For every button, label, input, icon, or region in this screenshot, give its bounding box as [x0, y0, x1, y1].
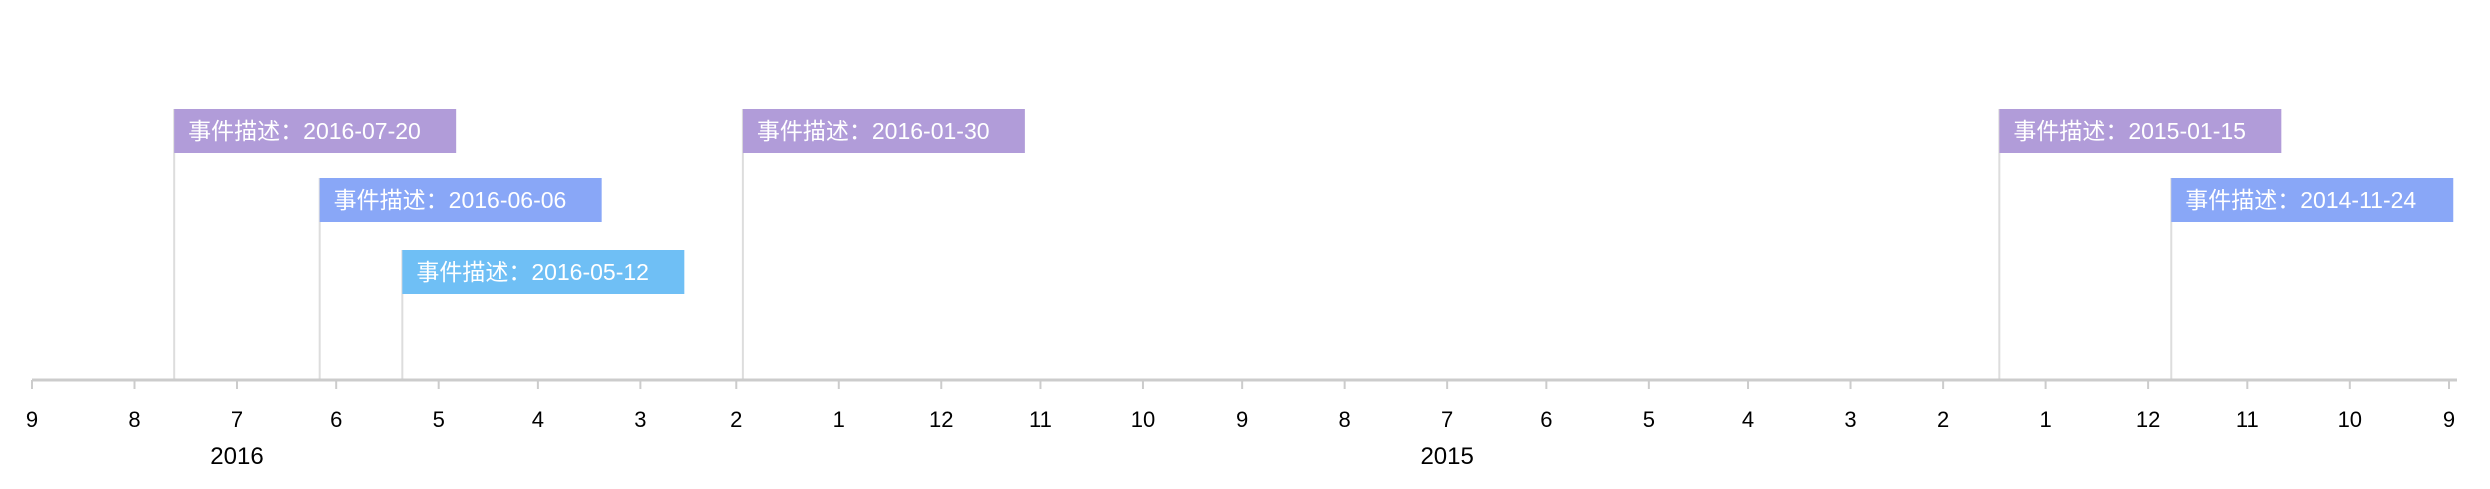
event-marker[interactable]: 事件描述：2016-05-12	[402, 250, 685, 294]
month-tick-label: 6	[1540, 407, 1552, 432]
month-tick-label: 9	[2443, 407, 2455, 432]
event-label: 事件描述：2016-05-12	[416, 259, 649, 285]
event-label-box	[742, 109, 1025, 153]
event-label-box	[174, 109, 457, 153]
month-tick-label: 5	[433, 407, 445, 432]
month-tick-label: 3	[634, 407, 646, 432]
event-marker[interactable]: 事件描述：2014-11-24	[2171, 178, 2454, 222]
year-label: 2015	[1420, 443, 1473, 470]
month-tick-label: 2	[1937, 407, 1949, 432]
month-tick-label: 5	[1643, 407, 1655, 432]
month-tick-label: 3	[1844, 407, 1856, 432]
month-tick-label: 11	[1029, 407, 1052, 432]
month-tick-label: 10	[1131, 407, 1155, 432]
event-label-box	[402, 250, 685, 294]
month-tick-label: 4	[532, 407, 544, 432]
month-tick-label: 7	[231, 407, 243, 432]
month-tick-label: 1	[2039, 407, 2051, 432]
event-label: 事件描述：2015-01-15	[2013, 118, 2246, 144]
event-connectors	[173, 109, 2173, 380]
month-tick-label: 8	[1339, 407, 1351, 432]
event-marker[interactable]: 事件描述：2016-01-30	[742, 109, 1025, 153]
event-markers: 事件描述：2016-07-20 事件描述：2016-06-06 事件描述：2016-…	[174, 109, 2454, 294]
event-label: 事件描述：2016-06-06	[334, 187, 567, 213]
month-tick-label: 11	[2236, 407, 2259, 432]
event-label-box	[2171, 178, 2454, 222]
event-marker[interactable]: 事件描述：2016-06-06	[319, 178, 602, 222]
year-label: 2016	[210, 443, 263, 470]
event-label: 事件描述：2014-11-24	[2185, 187, 2416, 213]
month-tick-label: 7	[1441, 407, 1453, 432]
time-axis: 9 8 7 6 5 4 3 2 1 12 11 10 9 8 7 6 5 4 3 2 1 12 11 10 9 2016 2015	[26, 378, 2457, 470]
month-tick-label: 9	[26, 407, 38, 432]
event-label-box	[1999, 109, 2282, 153]
month-tick-label: 6	[330, 407, 342, 432]
event-marker[interactable]: 事件描述：2015-01-15	[1999, 109, 2282, 153]
month-tick-label: 12	[929, 407, 953, 432]
month-tick-label: 8	[128, 407, 140, 432]
event-label-box	[319, 178, 602, 222]
month-tick-label: 4	[1742, 407, 1754, 432]
month-tick-label: 9	[1236, 407, 1248, 432]
month-tick-label: 10	[2338, 407, 2362, 432]
event-label: 事件描述：2016-01-30	[757, 118, 990, 144]
event-marker[interactable]: 事件描述：2016-07-20	[174, 109, 457, 153]
event-label: 事件描述：2016-07-20	[188, 118, 421, 144]
month-tick-label: 12	[2136, 407, 2160, 432]
month-tick-label: 2	[730, 407, 742, 432]
month-tick-label: 1	[833, 407, 845, 432]
